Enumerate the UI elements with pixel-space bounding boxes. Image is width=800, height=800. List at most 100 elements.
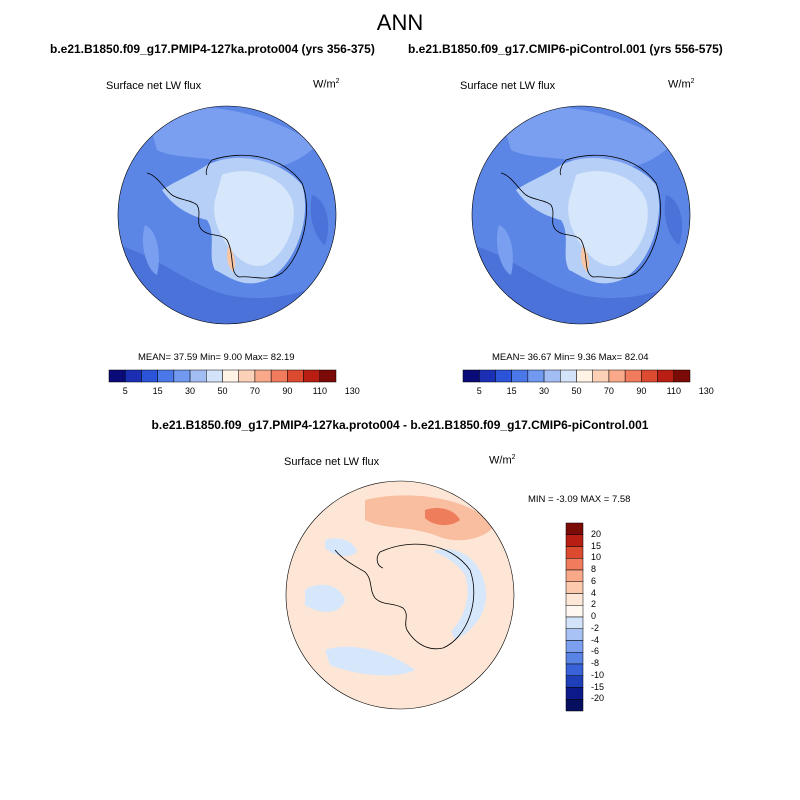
- right-case-title: b.e21.B1850.f09_g17.CMIP6-piControl.001 …: [408, 42, 723, 56]
- coastline: [146, 154, 307, 279]
- colorbar-tick-label: -15: [591, 681, 605, 692]
- colorbar-box: [592, 369, 610, 383]
- colorbar-box: [206, 369, 223, 383]
- colorbar-box: [624, 369, 642, 383]
- pacific-light-patch: [147, 107, 317, 169]
- colorbar-box: [565, 605, 584, 618]
- strong-positive-spot: [425, 508, 460, 526]
- colorbar-tick-label: 90: [636, 386, 647, 396]
- colorbar-tick-label: -6: [591, 646, 600, 657]
- colorbar-tick-label: 2: [591, 599, 597, 610]
- colorbar-tick-label: 4: [591, 587, 597, 598]
- southern-ocean-band: [472, 245, 690, 324]
- right-polar-map: [471, 105, 691, 325]
- left-colorbar-ticks: 5 15 30 50 70 90 110 130: [109, 386, 360, 398]
- colorbar-box: [565, 628, 584, 641]
- colorbar-box: [478, 369, 496, 383]
- colorbar-tick-label: -4: [591, 634, 600, 645]
- colorbar-box: [157, 369, 175, 383]
- colorbar-box: [254, 369, 272, 383]
- colorbar-box: [565, 687, 584, 700]
- colorbar-box: [303, 369, 321, 383]
- colorbar-tick-label: 50: [217, 386, 228, 396]
- colorbar-box: [673, 369, 691, 383]
- colorbar-box: [560, 369, 577, 383]
- colorbar-tick-label: 5: [122, 386, 128, 396]
- colorbar-box: [238, 369, 256, 383]
- colorbar-tick-label: 110: [312, 386, 327, 396]
- east-dark-patch: [310, 195, 329, 245]
- coastline: [334, 543, 475, 650]
- diff-title: b.e21.B1850.f09_g17.PMIP4-127ka.proto004…: [151, 418, 649, 432]
- colorbar-box: [189, 369, 207, 383]
- right-colorbar-ticks: 5 15 30 50 70 90 110 130: [463, 386, 714, 398]
- colorbar-tick-label: -8: [591, 658, 600, 668]
- southern-ocean-band: [118, 245, 336, 324]
- left-case-title: b.e21.B1850.f09_g17.PMIP4-127ka.proto004…: [50, 42, 375, 56]
- right-stats: MEAN= 36.67 Min= 9.36 Max= 82.04: [492, 352, 649, 363]
- negative-anomaly-west: [305, 584, 345, 612]
- colorbar-box: [565, 522, 584, 535]
- right-variable-label: Surface net LW flux: [460, 80, 556, 92]
- colorbar-tick-label: -2: [591, 622, 600, 633]
- diff-stats: MIN = -3.09 MAX = 7.58: [528, 494, 631, 505]
- colorbar-box: [565, 652, 584, 665]
- colorbar-box: [565, 616, 584, 629]
- colorbar-tick-label: 15: [506, 386, 517, 396]
- colorbar-tick-label: 15: [152, 386, 163, 396]
- antarctica-diff: [350, 546, 468, 645]
- colorbar-tick-label: 15: [591, 540, 602, 551]
- left-stats: MEAN= 37.59 Min= 9.00 Max= 82.19: [138, 352, 295, 363]
- left-variable-label: Surface net LW flux: [106, 80, 202, 92]
- colorbar-tick-label: 130: [698, 386, 714, 396]
- diff-colorbar: [565, 522, 584, 712]
- colorbar-box: [657, 369, 675, 383]
- colorbar-tick-label: 110: [666, 386, 681, 396]
- diff-variable-label: Surface net LW flux: [284, 456, 380, 468]
- colorbar-box: [576, 369, 593, 383]
- coastline: [500, 154, 661, 279]
- colorbar-tick-label: 0: [591, 611, 597, 621]
- peninsula-warm-spot: [226, 245, 236, 272]
- colorbar-box: [495, 369, 512, 383]
- colorbar-box: [565, 675, 584, 688]
- figure-title: ANN: [376, 10, 424, 35]
- colorbar-tick-label: -20: [591, 693, 605, 704]
- colorbar-box: [511, 369, 529, 383]
- colorbar-box: [608, 369, 626, 383]
- colorbar-tick-label: 20: [591, 528, 602, 539]
- colorbar-tick-label: 70: [249, 386, 260, 396]
- left-units: W/m2: [313, 78, 340, 91]
- right-colorbar: [462, 369, 691, 383]
- colorbar-box: [565, 581, 584, 594]
- colorbar-box: [108, 369, 126, 383]
- colorbar-tick-label: 50: [571, 386, 582, 396]
- diff-colorbar-ticks: 20 15 10 8 6 4 2 0 -2 -4 -6 -8 -10 -15 -20: [591, 523, 621, 711]
- peninsula-warm-spot: [580, 245, 590, 272]
- colorbar-box: [565, 699, 584, 712]
- colorbar-tick-label: 8: [591, 564, 597, 574]
- colorbar-box: [543, 369, 561, 383]
- colorbar-tick-label: 70: [603, 386, 614, 396]
- colorbar-tick-label: 6: [591, 575, 597, 586]
- antarctica-interior: [214, 171, 294, 266]
- colorbar-box: [565, 593, 584, 606]
- colorbar-box: [222, 369, 239, 383]
- colorbar-box: [565, 558, 584, 571]
- colorbar-tick-label: 5: [476, 386, 482, 396]
- diff-units: W/m2: [489, 454, 516, 467]
- colorbar-tick-label: 10: [591, 552, 602, 563]
- pacific-light-patch: [501, 107, 671, 169]
- colorbar-box: [565, 640, 584, 653]
- negative-anomaly-south: [325, 646, 415, 676]
- left-polar-map: [117, 105, 337, 325]
- colorbar-tick-label: 30: [539, 386, 550, 396]
- colorbar-box: [462, 369, 480, 383]
- colorbar-box: [565, 534, 584, 547]
- colorbar-box: [141, 369, 158, 383]
- left-colorbar: [108, 369, 337, 383]
- right-units: W/m2: [668, 78, 695, 91]
- colorbar-box: [270, 369, 288, 383]
- colorbar-tick-label: 130: [344, 386, 360, 396]
- colorbar-tick-label: -10: [591, 669, 605, 680]
